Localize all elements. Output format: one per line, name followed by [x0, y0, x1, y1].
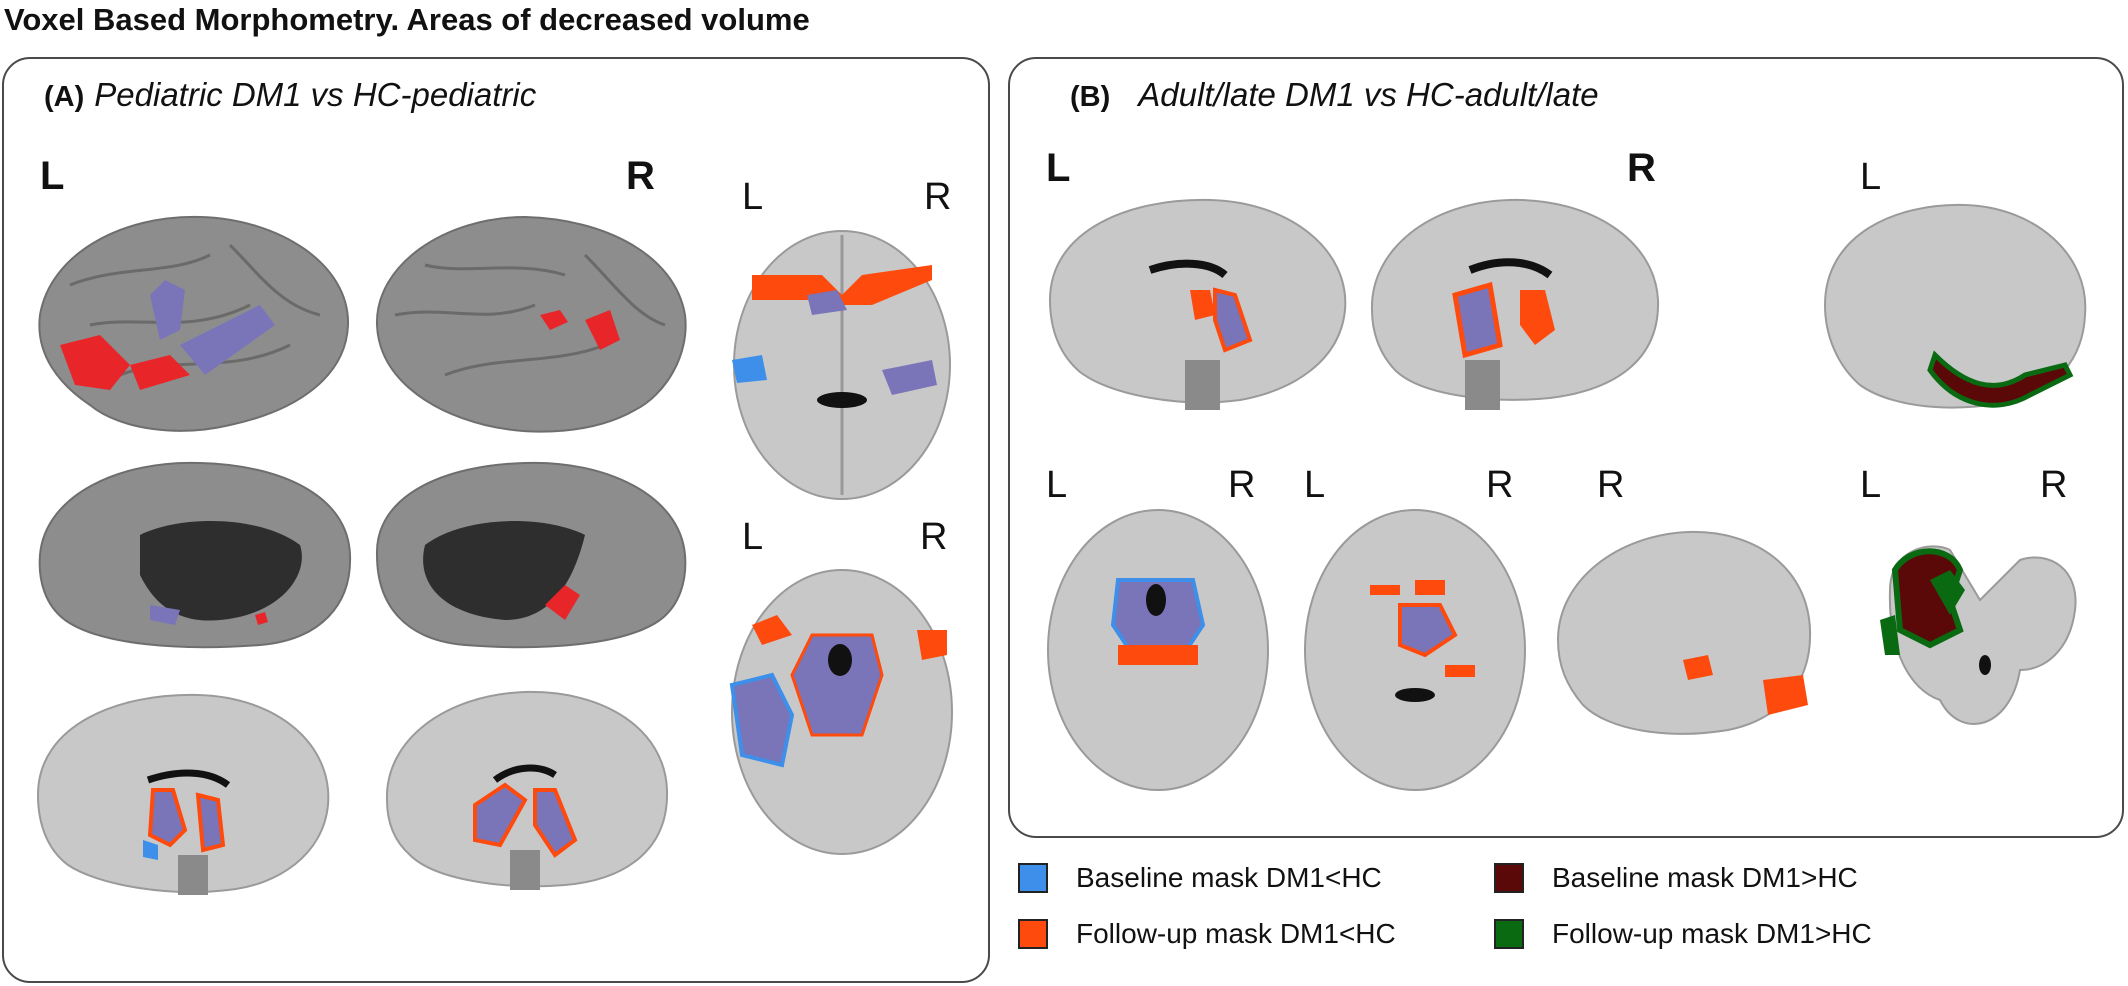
axial-b1-right-label: R	[1228, 464, 1256, 506]
mri-sagittal-b4	[1556, 530, 1812, 735]
legend-item-followup-dm1-gt-hc: Follow-up mask DM1>HC	[1494, 918, 1872, 950]
axial-a-top-left-label: L	[742, 176, 764, 218]
panel-b-left-label: L	[1046, 146, 1071, 190]
legend-swatch	[1018, 863, 1048, 893]
legend-swatch	[1494, 863, 1524, 893]
figure-title: Voxel Based Morphometry. Areas of decrea…	[4, 2, 810, 37]
panel-a-heading: (A) Pediatric DM1 vs HC-pediatric	[44, 76, 536, 114]
axial-b1-left-label: L	[1046, 464, 1068, 506]
mri-axial-a2	[729, 569, 953, 855]
legend-swatch	[1494, 919, 1524, 949]
legend-label: Follow-up mask DM1>HC	[1552, 918, 1872, 949]
legend-label: Follow-up mask DM1<HC	[1076, 918, 1396, 949]
legend-label: Baseline mask DM1<HC	[1076, 862, 1382, 893]
mri-axial-b1	[1047, 509, 1269, 791]
mri-sagittal-a1	[36, 693, 330, 895]
legend-swatch	[1018, 919, 1048, 949]
panel-a-title: Pediatric DM1 vs HC-pediatric	[94, 76, 537, 113]
surface-medial-right	[375, 461, 687, 649]
axial-a-bottom-left-label: L	[742, 516, 764, 558]
panel-a-letter: (A)	[44, 81, 85, 113]
mri-coronal-b	[1880, 545, 2077, 725]
legend-item-followup-dm1-lt-hc: Follow-up mask DM1<HC	[1018, 918, 1396, 950]
sagittal-b-right-label: L	[1860, 156, 1882, 198]
sagittal-b-bottom-right-label: R	[1597, 464, 1625, 506]
mri-sagittal-b2	[1370, 198, 1660, 410]
panel-b-letter: (B)	[1070, 81, 1111, 113]
mri-sagittal-b1	[1048, 198, 1347, 410]
surface-medial-left	[38, 461, 352, 649]
legend-label: Baseline mask DM1>HC	[1552, 862, 1858, 893]
mri-axial-b2	[1304, 509, 1526, 791]
panel-b-right-label: R	[1627, 146, 1656, 190]
panel-b-heading: (B) Adult/late DM1 vs HC-adult/late	[1070, 76, 1599, 114]
coronal-b-right-label: R	[2040, 464, 2068, 506]
panel-a-right-label: R	[626, 154, 655, 198]
mri-sagittal-a2	[385, 690, 669, 890]
axial-b2-right-label: R	[1486, 464, 1514, 506]
panel-a-left-label: L	[40, 154, 65, 198]
surface-lateral-right	[375, 215, 687, 433]
surface-lateral-left	[38, 215, 350, 432]
mri-axial-a1	[732, 230, 951, 500]
panel-b-title: Adult/late DM1 vs HC-adult/late	[1138, 76, 1599, 113]
mri-sagittal-b3	[1823, 203, 2087, 409]
legend-item-baseline-dm1-lt-hc: Baseline mask DM1<HC	[1018, 862, 1382, 894]
coronal-b-left-label: L	[1860, 464, 1882, 506]
axial-a-top-right-label: R	[924, 176, 952, 218]
legend-item-baseline-dm1-gt-hc: Baseline mask DM1>HC	[1494, 862, 1858, 894]
axial-b2-left-label: L	[1304, 464, 1326, 506]
axial-a-bottom-right-label: R	[920, 516, 948, 558]
